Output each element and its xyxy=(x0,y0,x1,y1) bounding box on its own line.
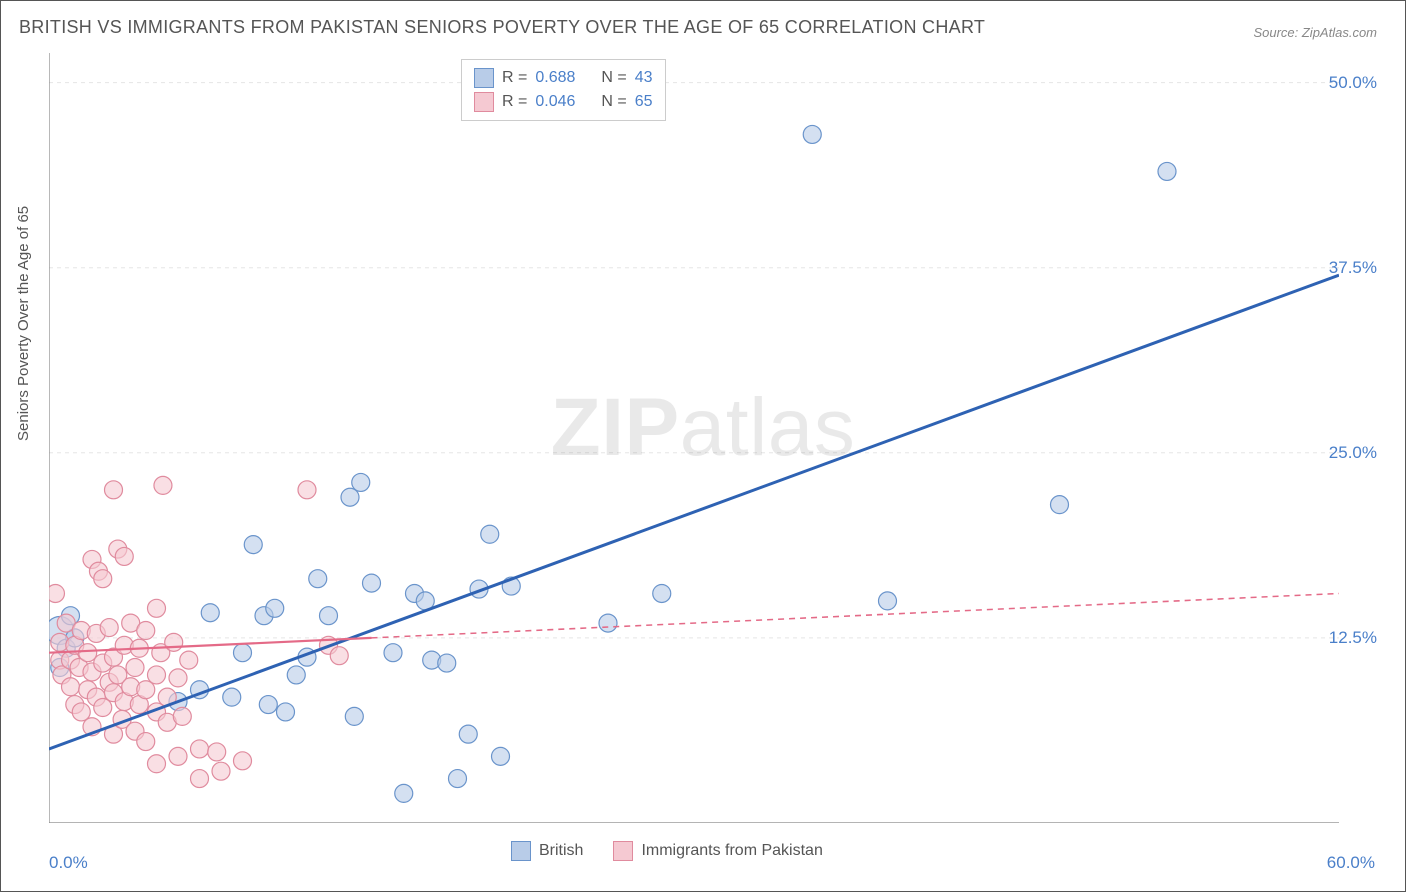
n-value: 43 xyxy=(635,69,653,87)
n-label: N = xyxy=(601,69,626,87)
correlation-legend-row: R = 0.688 N = 43 xyxy=(474,66,653,90)
scatter-plot xyxy=(49,53,1339,823)
y-tick-label: 25.0% xyxy=(1329,443,1377,463)
legend-item: British xyxy=(511,841,583,861)
y-tick-label: 37.5% xyxy=(1329,258,1377,278)
correlation-legend-row: R = 0.046 N = 65 xyxy=(474,90,653,114)
r-value: 0.046 xyxy=(535,93,575,111)
legend-label: British xyxy=(539,842,583,860)
source-attribution: Source: ZipAtlas.com xyxy=(1253,25,1377,40)
y-tick-label: 50.0% xyxy=(1329,73,1377,93)
chart-title: BRITISH VS IMMIGRANTS FROM PAKISTAN SENI… xyxy=(19,17,985,38)
legend-item: Immigrants from Pakistan xyxy=(613,841,822,861)
legend-swatch xyxy=(613,841,633,861)
x-axis-origin-label: 0.0% xyxy=(49,853,88,873)
n-label: N = xyxy=(601,93,626,111)
x-axis-max-label: 60.0% xyxy=(1327,853,1375,873)
legend-swatch xyxy=(511,841,531,861)
r-value: 0.688 xyxy=(535,69,575,87)
correlation-legend: R = 0.688 N = 43 R = 0.046 N = 65 xyxy=(461,59,666,121)
n-value: 65 xyxy=(635,93,653,111)
y-axis-label: Seniors Poverty Over the Age of 65 xyxy=(15,206,32,441)
series-legend: British Immigrants from Pakistan xyxy=(511,841,823,861)
legend-swatch xyxy=(474,68,494,88)
legend-label: Immigrants from Pakistan xyxy=(641,842,822,860)
legend-swatch xyxy=(474,92,494,112)
r-label: R = xyxy=(502,69,527,87)
chart-container: BRITISH VS IMMIGRANTS FROM PAKISTAN SENI… xyxy=(0,0,1406,892)
y-tick-label: 12.5% xyxy=(1329,628,1377,648)
r-label: R = xyxy=(502,93,527,111)
